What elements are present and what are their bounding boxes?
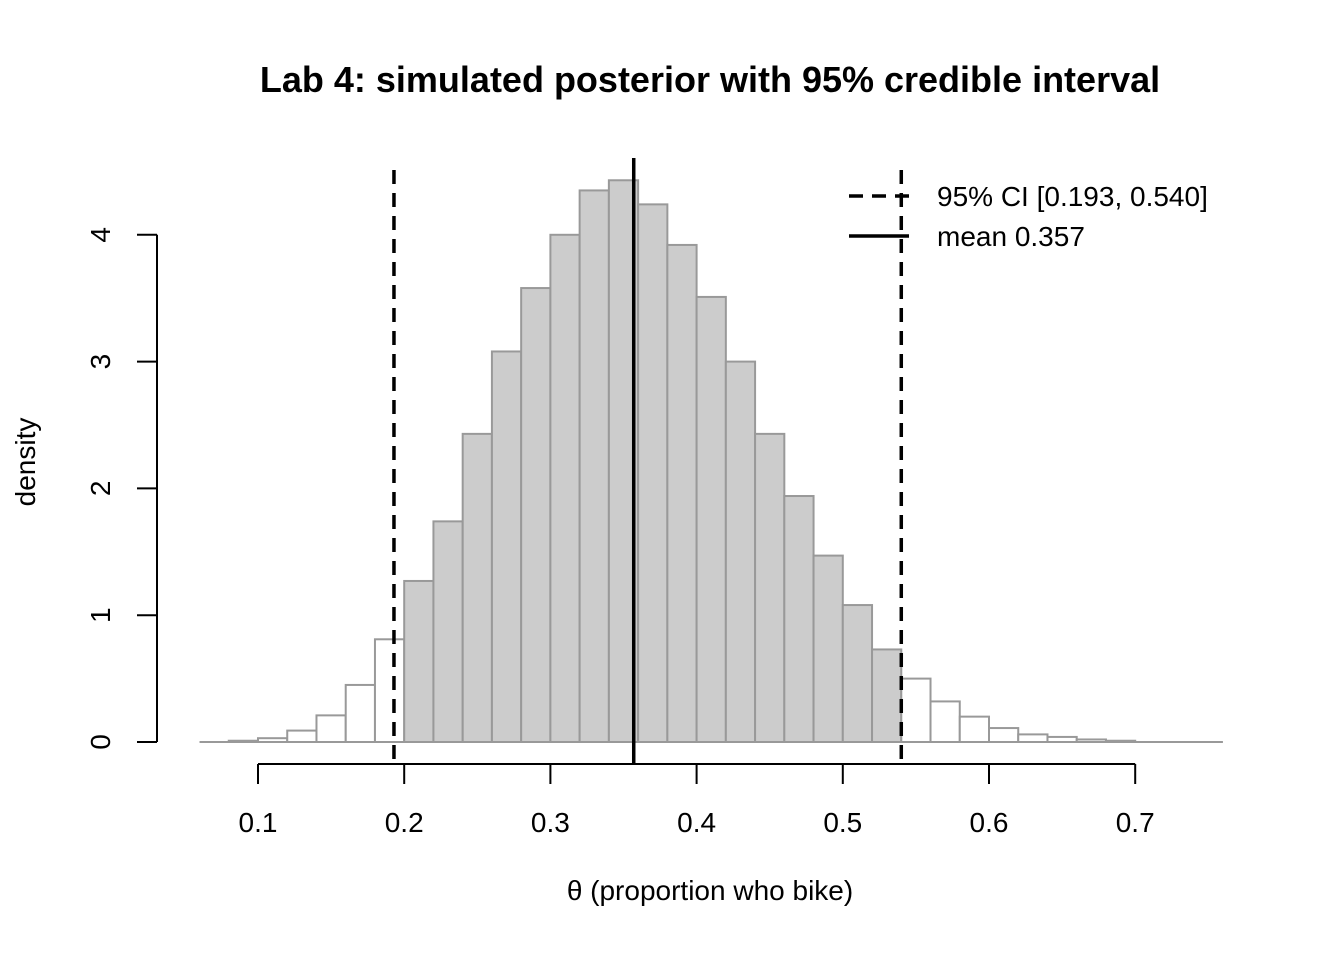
x-axis-label: θ (proportion who bike) <box>567 875 853 906</box>
y-tick-label: 3 <box>85 354 116 370</box>
y-tick-label: 1 <box>85 607 116 623</box>
histogram-bars <box>227 179 1137 744</box>
x-tick-label: 0.2 <box>385 807 424 838</box>
x-tick-label: 0.4 <box>677 807 716 838</box>
histogram-bar <box>695 295 727 743</box>
histogram-bar <box>871 648 903 743</box>
y-tick-label: 0 <box>85 734 116 750</box>
histogram-bar <box>403 579 435 743</box>
histogram-bar <box>754 432 786 743</box>
histogram-bar <box>1017 733 1049 744</box>
histogram-bar <box>344 683 376 744</box>
histogram-bar <box>841 604 874 744</box>
histogram-bar <box>900 677 932 743</box>
x-tick-label: 0.5 <box>823 807 862 838</box>
x-axis: 0.1 0.2 0.3 0.4 0.5 0.6 0.7 <box>239 763 1155 838</box>
histogram-bar <box>958 715 991 744</box>
chart-title: Lab 4: simulated posterior with 95% cred… <box>260 59 1160 100</box>
histogram-bar <box>520 287 552 743</box>
legend-label: mean 0.357 <box>937 221 1085 252</box>
x-tick-label: 0.6 <box>970 807 1009 838</box>
reference-lines <box>392 158 904 764</box>
y-tick-label: 2 <box>85 481 116 497</box>
histogram-bar <box>286 729 318 744</box>
histogram-bar <box>490 350 523 743</box>
histogram-bar <box>812 554 844 743</box>
legend: 95% CI [0.193, 0.540] mean 0.357 <box>849 181 1208 252</box>
histogram-bar <box>929 700 961 744</box>
y-tick-label: 4 <box>85 227 116 243</box>
legend-label: 95% CI [0.193, 0.540] <box>937 181 1208 212</box>
x-tick-label: 0.1 <box>239 807 278 838</box>
y-axis: 0 1 2 3 4 <box>85 227 158 750</box>
histogram-bar <box>549 233 581 744</box>
histogram-bar <box>637 203 669 744</box>
histogram-bar <box>724 360 757 743</box>
histogram-bar <box>315 714 347 744</box>
histogram-bar <box>988 727 1020 744</box>
histogram-bar <box>578 189 610 744</box>
x-tick-label: 0.3 <box>531 807 570 838</box>
y-axis-label: density <box>10 418 41 507</box>
x-tick-label: 0.7 <box>1116 807 1155 838</box>
histogram-bar <box>432 520 464 743</box>
histogram-bar <box>461 432 493 743</box>
histogram-bar <box>373 638 406 743</box>
histogram-bar <box>783 495 815 743</box>
histogram-bar <box>666 243 698 743</box>
